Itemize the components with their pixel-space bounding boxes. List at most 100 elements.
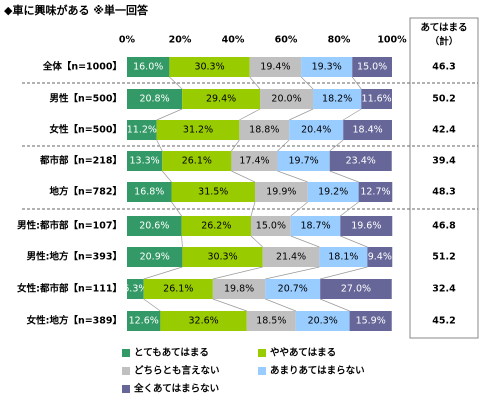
bar-segment — [127, 311, 161, 331]
value-label: 18.2% — [322, 94, 352, 105]
bar-segment — [171, 182, 255, 202]
bar-segment — [162, 151, 232, 171]
bar-segment — [212, 279, 266, 299]
connector — [343, 108, 362, 121]
value-label: 20.7% — [278, 284, 308, 295]
value-label: 17.4% — [239, 156, 269, 167]
y-tick-label: 女性:地方【n=389】 — [27, 315, 122, 327]
connector — [265, 266, 320, 280]
value-label: 19.2% — [318, 187, 348, 198]
bar-segment — [156, 120, 240, 140]
summary-value: 45.2 — [432, 316, 455, 327]
bar-segment — [343, 120, 392, 140]
value-label: 30.3% — [194, 62, 224, 73]
bar-segment — [265, 279, 321, 299]
connector — [171, 201, 182, 217]
value-label: 31.5% — [198, 187, 228, 198]
value-label: 29.4% — [206, 94, 236, 105]
legend-label: とてもあてはまる — [134, 347, 209, 359]
connector — [212, 298, 247, 312]
connector — [156, 108, 183, 121]
connector — [212, 266, 263, 280]
summary-title: あてはまる — [420, 22, 467, 34]
value-label: 11.6% — [362, 94, 392, 105]
y-tick-label: 地方【n=782】 — [49, 186, 122, 198]
summary-title: （計） — [430, 36, 459, 48]
bar-segment — [246, 311, 296, 331]
summary-value: 48.3 — [432, 187, 455, 198]
value-label: 26.1% — [163, 284, 193, 295]
value-label: 16.8% — [134, 187, 164, 198]
bar-segment — [352, 57, 392, 77]
value-label: 15.9% — [356, 316, 386, 327]
bar-segment — [127, 247, 183, 267]
bar-segment — [320, 279, 392, 299]
bar-segment — [249, 57, 302, 77]
legend-swatch — [122, 367, 130, 375]
value-label: 18.5% — [256, 316, 286, 327]
bar-segment — [290, 216, 341, 236]
value-label: 19.6% — [351, 221, 381, 232]
connector — [290, 201, 308, 217]
value-label: 6.3% — [123, 284, 147, 295]
value-label: 20.0% — [271, 94, 301, 105]
bar-segment — [127, 89, 183, 109]
bar-segment — [239, 120, 290, 140]
bar-segment — [301, 57, 353, 77]
value-label: 20.8% — [139, 94, 169, 105]
connector — [265, 298, 296, 312]
chart-title: ◆車に興味がある ※単一回答 — [4, 3, 149, 17]
bar-segment — [349, 311, 392, 331]
summary-value: 50.2 — [432, 94, 455, 105]
y-tick-label: 男性【n=500】 — [49, 93, 122, 105]
value-label: 31.2% — [183, 125, 213, 136]
connector — [143, 266, 183, 280]
bar-segment — [307, 182, 359, 202]
summary-value: 39.4 — [432, 156, 456, 167]
value-label: 23.4% — [346, 156, 376, 167]
x-tick-label: 20% — [169, 35, 192, 46]
legend-label: どちらとも言えない — [134, 365, 220, 377]
summary-value: 51.2 — [432, 252, 455, 263]
connector — [277, 139, 290, 152]
value-label: 18.4% — [353, 125, 383, 136]
connector — [161, 170, 172, 183]
x-tick-label: 40% — [222, 35, 245, 46]
y-tick-label: 女性:都市部【n=111】 — [17, 283, 122, 295]
bar-segment — [340, 216, 393, 236]
value-label: 19.3% — [312, 62, 342, 73]
value-label: 12.7% — [360, 187, 390, 198]
connector — [340, 235, 368, 248]
connector — [143, 298, 161, 312]
connector — [351, 76, 362, 90]
summary-value: 46.3 — [432, 62, 455, 73]
value-label: 26.1% — [182, 156, 212, 167]
legend-label: 全くあてはまらない — [133, 383, 219, 395]
bar-segment — [289, 120, 344, 140]
bar-segment — [127, 216, 182, 236]
y-tick-label: 都市部【n=218】 — [39, 155, 122, 167]
bar-segment — [127, 120, 157, 140]
legend-swatch — [258, 349, 266, 357]
value-label: 19.4% — [260, 62, 290, 73]
bar-segment — [313, 89, 362, 109]
value-label: 18.1% — [328, 252, 358, 263]
bar-segment — [127, 182, 172, 202]
bar-segment — [182, 247, 263, 267]
x-tick-label: 0% — [119, 35, 136, 46]
connector — [300, 76, 314, 90]
value-label: 20.3% — [308, 316, 338, 327]
y-tick-label: 全体【n=1000】 — [42, 61, 122, 73]
value-label: 19.7% — [289, 156, 319, 167]
bar-segment — [169, 57, 250, 77]
summary-box — [409, 17, 479, 339]
bar-segment — [182, 89, 261, 109]
legend-swatch — [122, 385, 130, 393]
legend-swatch — [122, 349, 130, 357]
value-label: 32.6% — [188, 316, 218, 327]
connector — [329, 170, 359, 183]
connector — [231, 139, 240, 152]
value-label: 30.3% — [207, 252, 237, 263]
bar-segment — [127, 151, 163, 171]
